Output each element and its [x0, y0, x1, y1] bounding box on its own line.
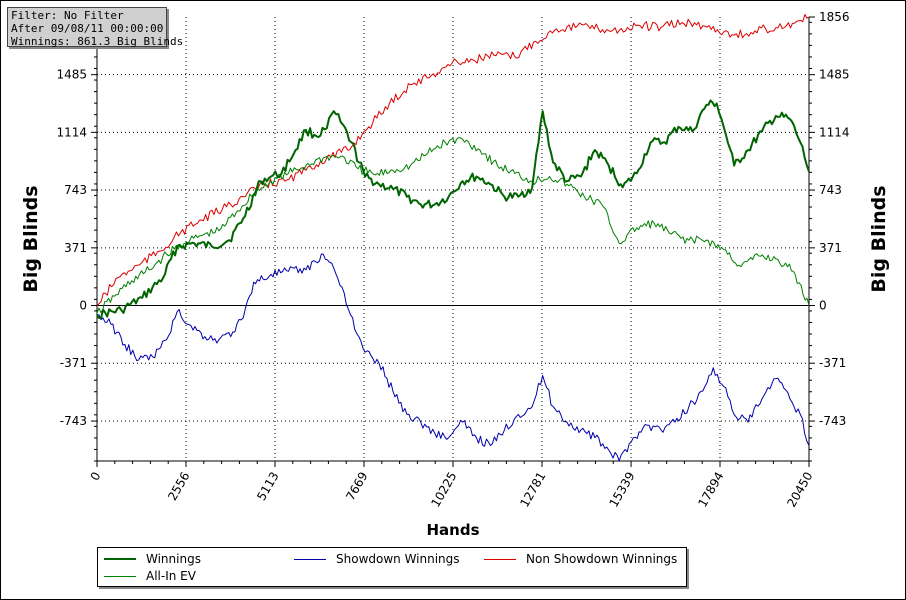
legend-swatch-non-showdown	[484, 558, 516, 560]
y-tick-label-left: 1114	[56, 125, 87, 139]
x-tick-label: 12781	[517, 470, 548, 510]
y-tick-label-right: 1485	[819, 68, 850, 82]
legend-label-winnings: Winnings	[146, 552, 201, 566]
x-tick-label: 20450	[784, 470, 815, 510]
legend-item-allin-ev: All-In EV	[104, 568, 196, 584]
series-line-showdown-winnings	[97, 253, 810, 462]
legend-item-non-showdown: Non Showdown Winnings	[484, 551, 677, 567]
y-tick-label-right: 1114	[819, 125, 850, 139]
y-tick-label-left: 1485	[56, 68, 87, 82]
y-tick-label-right: -371	[819, 356, 846, 370]
x-tick-label: 0	[88, 470, 104, 484]
x-axis-title: Hands	[426, 521, 479, 539]
series-layer	[96, 14, 810, 462]
y-tick-label-right: -743	[819, 414, 846, 428]
x-tick-label: 2556	[165, 470, 192, 503]
y-tick-label-right: 743	[819, 183, 842, 197]
series-line-non-showdown-winnings	[96, 14, 810, 306]
grid-layer	[97, 17, 809, 461]
y-tick-label-left: 371	[64, 241, 87, 255]
y-tick-label-left: 0	[79, 299, 87, 313]
legend-label-non-showdown: Non Showdown Winnings	[526, 552, 678, 566]
tick-label-layer: 0 2556 5113 7669 10225 12781 15339 17894 20450 18…	[56, 10, 849, 510]
y-tick-label-left: -743	[60, 414, 87, 428]
legend-swatch-showdown	[294, 558, 326, 560]
legend-item-winnings: Winnings	[104, 551, 201, 567]
filter-info-box: Filter: No Filter After 09/08/11 00:00:0…	[7, 7, 184, 48]
winnings-info-line: Winnings: 861.3 Big Blinds	[11, 35, 184, 48]
date-info-line: After 09/08/11 00:00:00	[11, 22, 164, 35]
y-tick-label-left: -371	[60, 356, 87, 370]
x-tick-label: 7669	[343, 470, 370, 503]
y-tick-label-right: 371	[819, 241, 842, 255]
y-tick-label-right: 1856	[819, 10, 850, 24]
y-tick-label-right: 0	[819, 299, 827, 313]
legend-swatch-winnings	[104, 558, 136, 560]
x-tick-label: 5113	[254, 470, 281, 503]
filter-info-line: Filter: No Filter	[11, 9, 124, 22]
y-axis-title-right: Big Blinds	[868, 185, 890, 292]
series-line-all-in-ev	[96, 137, 810, 314]
x-tick-label: 17894	[695, 470, 726, 510]
legend-swatch-allin-ev	[104, 575, 136, 577]
legend-label-allin-ev: All-In EV	[146, 569, 196, 583]
legend-label-showdown: Showdown Winnings	[336, 552, 460, 566]
x-tick-label: 10225	[428, 470, 459, 510]
legend-item-showdown: Showdown Winnings	[294, 551, 460, 567]
y-axis-title-left: Big Blinds	[20, 185, 42, 292]
x-tick-label: 15339	[606, 470, 637, 510]
y-tick-label-left: 743	[64, 183, 87, 197]
axis-layer	[91, 16, 815, 467]
chart-legend: Winnings All-In EV Showdown Winnings Non…	[97, 547, 687, 587]
series-line-winnings	[96, 99, 810, 319]
